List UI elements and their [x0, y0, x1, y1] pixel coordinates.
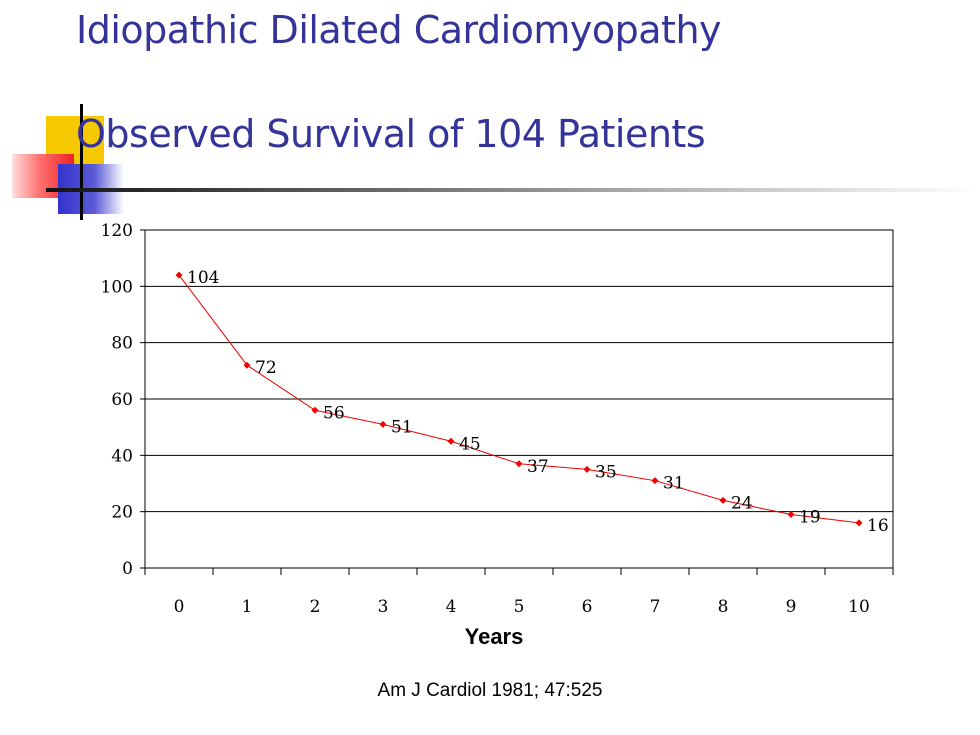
slide-subtitle: Observed Survival of 104 Patients: [76, 112, 706, 156]
x-tick-label: 0: [174, 597, 185, 617]
x-tick-label: 7: [650, 597, 661, 617]
data-label: 56: [323, 403, 345, 423]
y-axis: 0 20 40 60 80 100 120: [101, 221, 145, 579]
x-axis: 0 1 2 3 4 5 6 7 8 9 10: [144, 568, 894, 617]
data-label: 35: [595, 462, 617, 482]
data-label: 45: [459, 434, 481, 454]
data-point: [175, 271, 183, 279]
x-axis-label: Years: [465, 624, 524, 649]
data-label: 19: [799, 507, 821, 527]
y-tick-label: 40: [111, 446, 133, 466]
data-point: [719, 496, 727, 504]
y-tick-label: 100: [101, 277, 133, 297]
y-tick-label: 0: [122, 559, 133, 579]
data-label: 72: [255, 358, 277, 378]
data-point: [379, 420, 387, 428]
chart-gridlines: [145, 285, 893, 513]
data-point: [651, 477, 659, 485]
y-tick-label: 80: [111, 334, 133, 354]
y-tick-label: 60: [111, 390, 133, 410]
data-label: 31: [663, 474, 685, 494]
data-point: [311, 406, 319, 414]
y-tick-label: 20: [111, 503, 133, 523]
x-tick-label: 3: [378, 597, 389, 617]
data-labels: 104 72 56 51 45 37 35 31 24 19 16: [187, 268, 889, 536]
data-point: [855, 519, 863, 527]
data-point: [583, 465, 591, 473]
x-tick-label: 4: [446, 597, 457, 617]
citation: Am J Cardiol 1981; 47:525: [377, 680, 603, 701]
data-point: [243, 361, 251, 369]
data-point: [447, 437, 455, 445]
data-point: [787, 510, 795, 518]
x-tick-label: 2: [310, 597, 321, 617]
x-tick-label: 9: [786, 597, 797, 617]
slide-title: Idiopathic Dilated Cardiomyopathy: [76, 8, 722, 52]
data-label: 104: [187, 268, 219, 288]
data-label: 51: [391, 417, 413, 437]
title-underline: [46, 188, 976, 192]
decor-vertical-line: [80, 104, 83, 220]
x-tick-label: 1: [242, 597, 253, 617]
y-tick-label: 120: [101, 221, 133, 241]
data-label: 24: [731, 493, 753, 513]
data-label: 16: [867, 516, 889, 536]
x-tick-label: 6: [582, 597, 593, 617]
x-tick-label: 5: [514, 597, 525, 617]
x-tick-label: 10: [848, 597, 870, 617]
data-label: 37: [527, 457, 549, 477]
data-points: [175, 271, 863, 527]
x-tick-label: 8: [718, 597, 729, 617]
data-point: [515, 460, 523, 468]
